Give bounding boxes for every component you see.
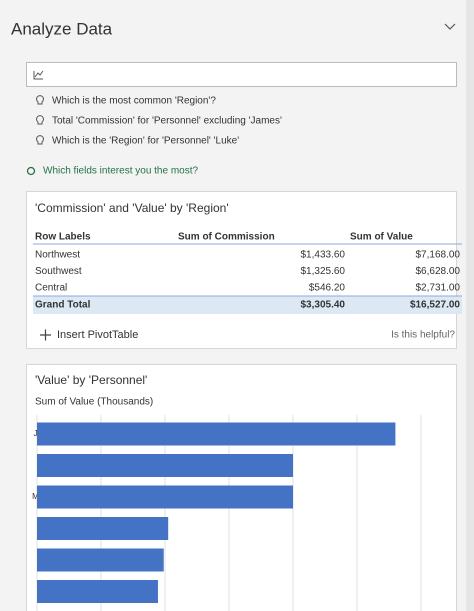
bar [37,454,293,477]
table-cell: $546.20 [309,283,346,294]
collapse-button[interactable] [444,23,456,30]
card-title: 'Commission' and 'Value' by 'Region' [35,201,229,215]
table-cell: $6,628.00 [416,266,461,277]
chart-subtitle: Sum of Value (Thousands) [35,397,153,408]
gear-icon [26,166,36,176]
bulb-icon [36,135,44,145]
suggestion[interactable]: Which is the most common 'Region'? [52,96,216,107]
pane-title: Analyze Data [11,19,113,38]
table-cell: $1,433.60 [301,250,346,261]
suggestions: Which is the most common 'Region'? Total … [36,95,282,147]
bulb-icon [36,115,44,125]
table-cell: $7,168.00 [416,250,461,261]
chart-title: 'Value' by 'Personnel' [35,373,147,387]
total-cell: $3,305.40 [301,300,346,311]
total-cell: Grand Total [35,300,91,311]
bar [37,517,169,540]
table-cell: Southwest [35,266,82,277]
table-cell: $2,731.00 [416,283,461,294]
column-header: Sum of Value [350,232,413,243]
table-card [26,191,457,349]
plus-icon [40,329,51,341]
helpful-prompt[interactable]: Is this helpful? [391,330,455,341]
chart-icon [34,70,44,78]
bar [37,580,158,603]
total-row-bg [33,296,462,314]
bar [37,422,396,446]
table-cell: Central [35,283,67,294]
fields-link[interactable]: Which fields interest you the most? [43,166,199,177]
chart-icon [33,71,43,80]
column-header: Row Labels [35,232,91,243]
total-cell: $16,527.00 [410,300,460,311]
column-header: Sum of Commission [178,232,275,243]
search-box[interactable] [26,62,457,87]
scrollbar [466,0,474,611]
pivot-table: Row Labels Sum of Commission Sum of Value N… [35,232,460,311]
table-cell: Northwest [35,250,80,261]
suggestion[interactable]: Total 'Commission' for 'Personnel' exclu… [52,116,282,127]
bulb-icon [36,95,44,105]
suggestion[interactable]: Which is the 'Region' for 'Personnel' 'L… [52,136,239,147]
table-cell: $1,325.60 [301,266,346,277]
insert-pivot[interactable]: Insert PivotTable [57,329,138,341]
bar [37,485,293,509]
bar-chart: JamesRosaMarthaJuneMarkLuke [32,415,422,611]
bar [37,548,164,572]
